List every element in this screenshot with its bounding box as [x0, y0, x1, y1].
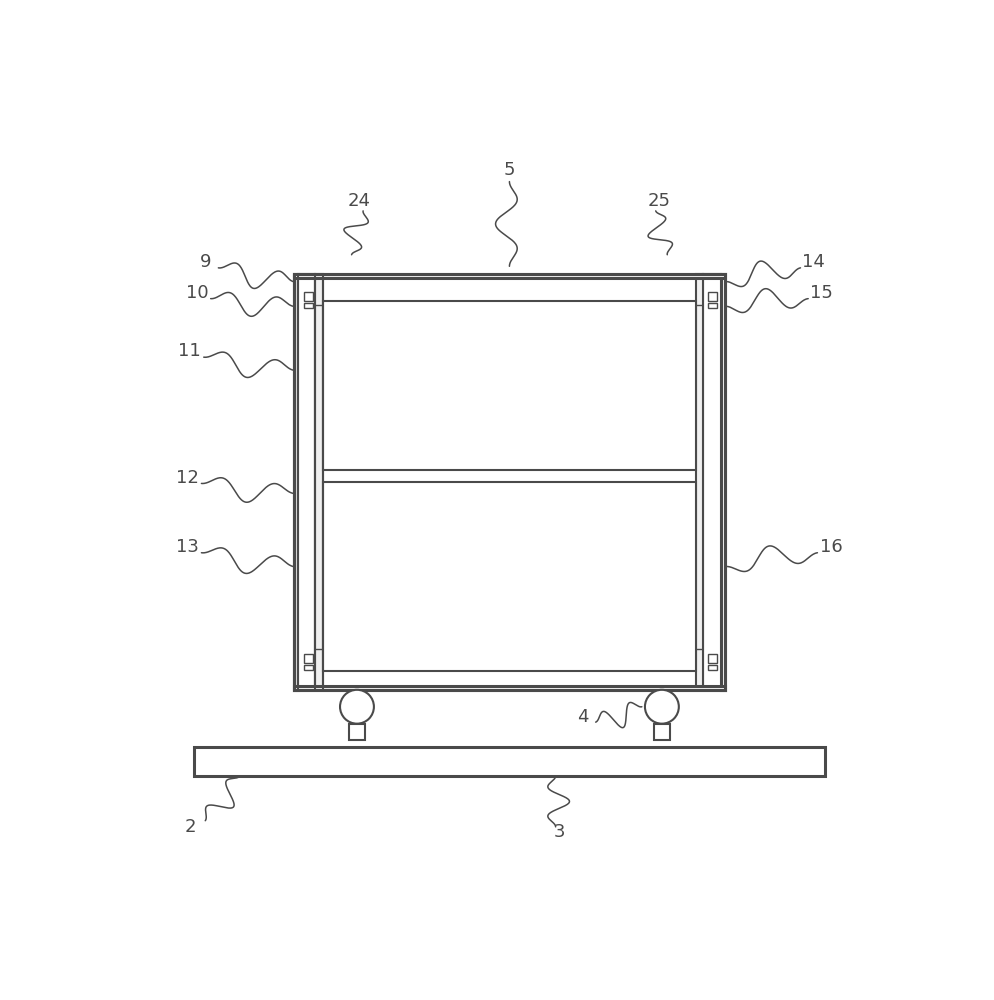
Bar [349, 724, 365, 740]
Text: 2: 2 [184, 818, 196, 836]
Bar [304, 665, 313, 670]
Bar [708, 292, 718, 301]
Bar [294, 274, 725, 690]
Bar [708, 654, 718, 663]
Text: 25: 25 [648, 192, 671, 210]
Bar [654, 724, 670, 740]
Text: 9: 9 [200, 253, 211, 271]
Bar [708, 303, 718, 308]
Bar [294, 686, 725, 690]
Text: 10: 10 [186, 284, 209, 302]
Bar [304, 292, 313, 301]
Text: 16: 16 [820, 538, 843, 556]
Bar [304, 654, 313, 663]
Text: 24: 24 [348, 192, 371, 210]
Bar [696, 274, 704, 690]
Text: 5: 5 [504, 161, 515, 179]
Bar [323, 301, 696, 470]
Bar [315, 274, 323, 690]
Bar [194, 747, 825, 776]
Circle shape [340, 690, 374, 724]
Text: 12: 12 [176, 469, 199, 487]
Bar [708, 665, 718, 670]
Circle shape [645, 690, 679, 724]
Text: 3: 3 [554, 823, 566, 841]
Bar [722, 274, 725, 690]
Text: 11: 11 [179, 342, 201, 360]
Text: 13: 13 [176, 538, 199, 556]
Text: 4: 4 [577, 708, 588, 726]
Bar [294, 274, 297, 690]
Bar [294, 274, 725, 278]
Bar [297, 274, 315, 690]
Text: 14: 14 [802, 253, 825, 271]
Bar [304, 303, 313, 308]
Text: 15: 15 [810, 284, 833, 302]
Bar [704, 274, 722, 690]
Bar [323, 482, 696, 671]
